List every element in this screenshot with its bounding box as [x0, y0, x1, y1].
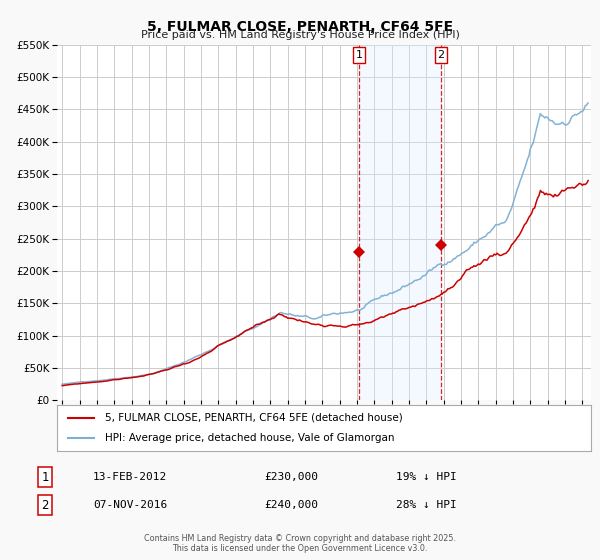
- Text: 07-NOV-2016: 07-NOV-2016: [93, 500, 167, 510]
- Text: 5, FULMAR CLOSE, PENARTH, CF64 5FE: 5, FULMAR CLOSE, PENARTH, CF64 5FE: [147, 20, 453, 34]
- Text: £240,000: £240,000: [264, 500, 318, 510]
- Bar: [359, 45, 441, 400]
- Text: 28% ↓ HPI: 28% ↓ HPI: [396, 500, 457, 510]
- Text: £230,000: £230,000: [264, 472, 318, 482]
- Text: 1: 1: [356, 50, 362, 60]
- Text: 13-FEB-2012: 13-FEB-2012: [93, 472, 167, 482]
- Text: 2: 2: [41, 498, 49, 512]
- Text: HPI: Average price, detached house, Vale of Glamorgan: HPI: Average price, detached house, Vale…: [105, 433, 395, 443]
- Text: 19% ↓ HPI: 19% ↓ HPI: [396, 472, 457, 482]
- Text: 2: 2: [437, 50, 445, 60]
- Text: Price paid vs. HM Land Registry's House Price Index (HPI): Price paid vs. HM Land Registry's House …: [140, 30, 460, 40]
- Text: 1: 1: [41, 470, 49, 484]
- Text: Contains HM Land Registry data © Crown copyright and database right 2025.
This d: Contains HM Land Registry data © Crown c…: [144, 534, 456, 553]
- Text: 5, FULMAR CLOSE, PENARTH, CF64 5FE (detached house): 5, FULMAR CLOSE, PENARTH, CF64 5FE (deta…: [105, 413, 403, 423]
